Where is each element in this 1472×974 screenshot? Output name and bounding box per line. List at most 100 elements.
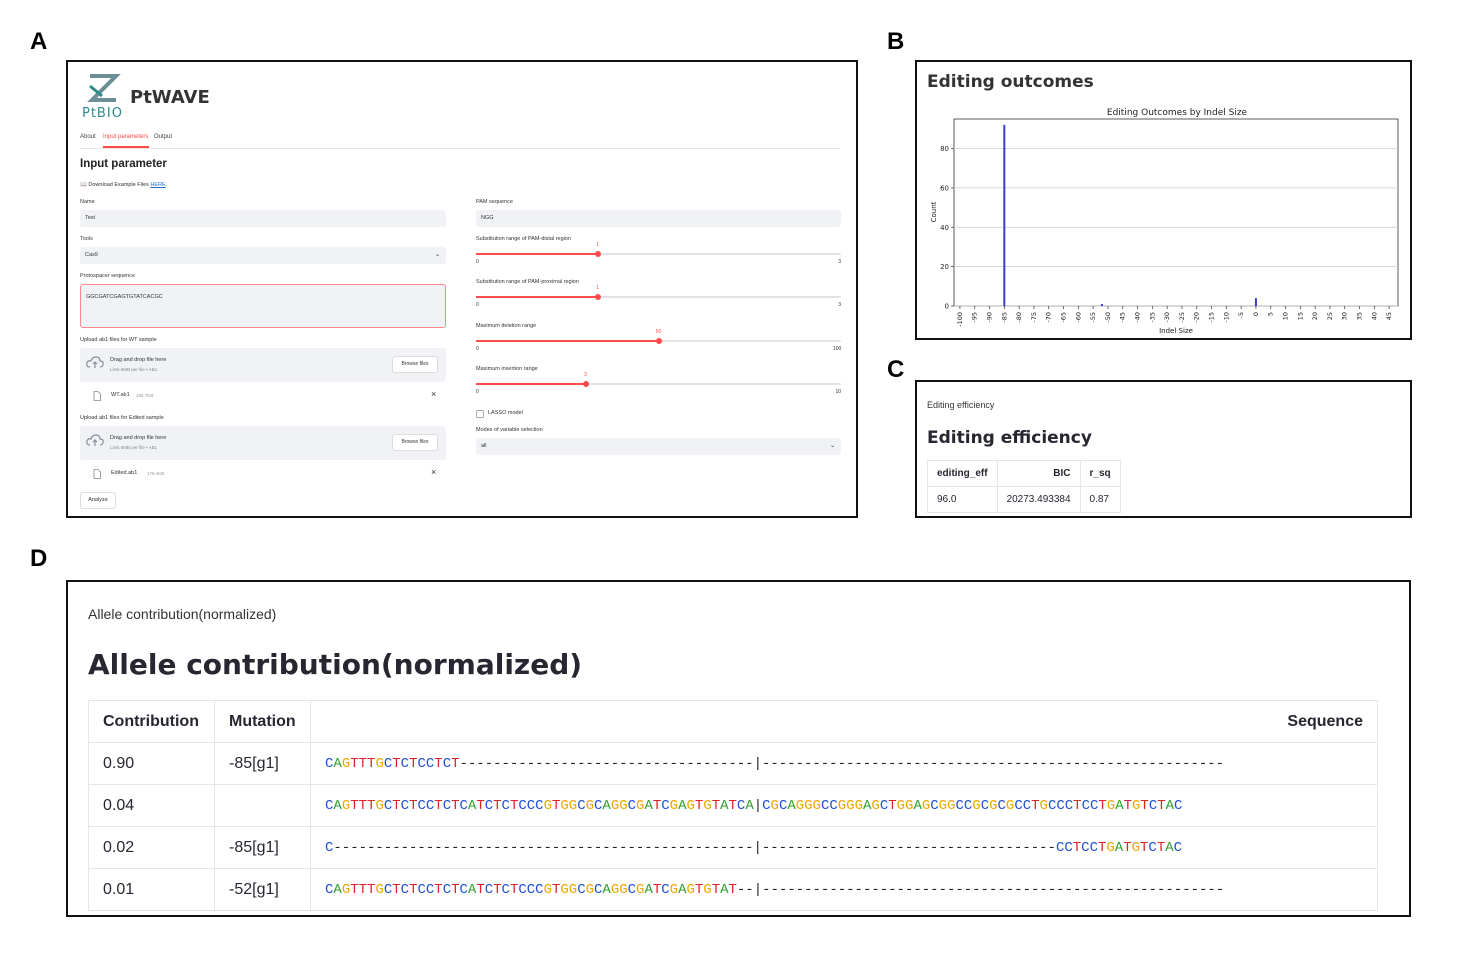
lasso-label: LASSO model xyxy=(488,410,523,416)
edited-file-size: 178.4KB xyxy=(147,471,165,476)
analyze-button[interactable]: Analyze xyxy=(80,492,116,509)
x-tick-label: -45 xyxy=(1119,312,1127,323)
slider-handle[interactable] xyxy=(655,338,662,344)
modes-select[interactable]: all ⌄ xyxy=(476,438,841,455)
chart-ylabel: Count xyxy=(930,201,938,222)
browse-files-edited-button[interactable]: Browse files xyxy=(392,434,438,451)
column-header-editing-eff: editing_eff xyxy=(927,460,998,487)
remove-wt-file-close-icon[interactable]: × xyxy=(431,389,437,399)
upload-wt-drag-text: Drag and drop file here xyxy=(110,357,167,363)
slider-fill xyxy=(476,383,586,385)
table-row: 0.02 -85[g1] C--------------------------… xyxy=(88,826,1378,869)
chevron-down-icon: ⌄ xyxy=(829,443,835,449)
allele-contribution-panel: Allele contribution(normalized) Allele c… xyxy=(66,580,1411,917)
download-suffix: . xyxy=(165,182,168,188)
slider-fill xyxy=(476,253,598,255)
slider-max-label: 3 xyxy=(838,259,841,265)
slider-label: Substitution range of PAM-proximal regio… xyxy=(476,279,579,285)
x-tick-label: -75 xyxy=(1030,312,1038,323)
x-tick-label: -95 xyxy=(971,312,979,323)
tab-input-parameters[interactable]: Input parameters xyxy=(103,134,149,140)
name-input[interactable]: Test xyxy=(80,210,446,227)
table-row: 0.90 -85[g1] CAGTTTGCTCTCCTCT-----------… xyxy=(88,742,1378,785)
slider-max-label: 100 xyxy=(833,346,842,352)
upload-edited-limit-text: Limit 5MB per file • AB1 xyxy=(110,445,158,450)
slider-fill xyxy=(476,296,598,298)
protospacer-label: Protospacer sequence xyxy=(80,273,136,279)
cloud-upload-icon xyxy=(86,356,104,368)
slider-label: Maximum deletion range xyxy=(476,323,537,329)
section-title: Input parameter xyxy=(80,158,167,170)
download-example-link[interactable]: HERE xyxy=(150,182,166,188)
y-tick-label: 40 xyxy=(940,224,949,232)
slider-value: 3 xyxy=(584,372,587,378)
protospacer-textarea[interactable]: GGCGATCGAGTGTATCACGC xyxy=(80,284,446,328)
contribution-cell: 0.01 xyxy=(88,868,215,911)
lasso-checkbox[interactable] xyxy=(476,410,484,418)
tab-about[interactable]: About xyxy=(80,134,96,140)
x-tick-label: -50 xyxy=(1104,312,1112,323)
modes-label: Modes of variable selection xyxy=(476,427,543,433)
mutation-cell xyxy=(214,784,311,827)
chart-plot-area xyxy=(953,118,1399,307)
x-tick-label: 35 xyxy=(1356,312,1364,320)
upload-wt-dropzone[interactable]: Drag and drop file here Limit 5MB per fi… xyxy=(80,348,446,382)
file-icon xyxy=(93,391,101,401)
y-tick-label: 20 xyxy=(940,263,949,271)
slider-handle[interactable] xyxy=(594,251,601,257)
x-tick-label: -5 xyxy=(1237,312,1245,318)
sequence-cell: C---------------------------------------… xyxy=(310,826,1378,869)
panel-label-a: A xyxy=(30,28,48,55)
table-header-row: editing_eff BIC r_sq xyxy=(927,460,1121,487)
slider-value: 1 xyxy=(596,285,600,291)
editing-efficiency-small-title: Editing efficiency xyxy=(927,400,995,410)
tools-select[interactable]: Cas9 ⌄ xyxy=(80,247,446,264)
x-tick-label: -20 xyxy=(1193,312,1201,323)
r-sq-value: 0.87 xyxy=(1079,486,1121,513)
upload-wt-limit-text: Limit 5MB per file • AB1 xyxy=(110,367,158,372)
y-tick-label: 80 xyxy=(940,145,949,153)
table-row: 0.04 CAGTTTGCTCTCCTCTCATCTCTCCCGTGGCGCAG… xyxy=(88,784,1378,827)
chart-bar xyxy=(1101,304,1103,306)
wt-file-size: 188.7KB xyxy=(136,393,154,398)
allele-title: Allele contribution(normalized) xyxy=(88,648,583,681)
x-tick-label: 30 xyxy=(1341,312,1349,320)
upload-edited-dropzone[interactable]: Drag and drop file here Limit 5MB per fi… xyxy=(80,426,446,460)
tools-label: Tools xyxy=(80,236,93,242)
column-header-contribution: Contribution xyxy=(88,700,215,743)
chevron-down-icon: ⌄ xyxy=(434,252,440,258)
app-title: PtWAVE xyxy=(130,87,210,108)
download-prefix: 📖 Download Example Files xyxy=(80,182,151,188)
pam-input[interactable]: NGG xyxy=(476,210,841,227)
range-slider[interactable]: 3 xyxy=(476,372,841,387)
y-tick-label: 60 xyxy=(940,184,949,192)
x-tick-label: 15 xyxy=(1296,312,1304,320)
x-tick-label: -70 xyxy=(1045,312,1053,323)
sequence-cell: CAGTTTGCTCTCCTCT------------------------… xyxy=(310,742,1378,785)
tab-output[interactable]: Output xyxy=(154,134,173,140)
allele-small-title: Allele contribution(normalized) xyxy=(88,606,277,622)
slider-min-label: 0 xyxy=(476,259,479,265)
range-slider[interactable]: 1 xyxy=(476,242,841,257)
remove-edited-file-close-icon[interactable]: × xyxy=(431,467,437,477)
editing-efficiency-panel: Editing efficiency Editing efficiency ed… xyxy=(915,380,1412,518)
mutation-cell: -85[g1] xyxy=(214,742,311,785)
tab-bar: About Input parameters Output xyxy=(80,132,840,149)
x-tick-label: 5 xyxy=(1267,312,1275,316)
sequence-cell: CAGTTTGCTCTCCTCTCATCTCTCCCGTGGCGCAGGCGAT… xyxy=(310,868,1378,911)
table-row: 0.01 -52[g1] CAGTTTGCTCTCCTCTCATCTCTCCCG… xyxy=(88,868,1378,911)
slider-handle[interactable] xyxy=(594,294,601,300)
browse-files-wt-button[interactable]: Browse files xyxy=(392,356,438,373)
slider-min-label: 0 xyxy=(476,346,479,352)
slider-label: Maximum insertion range xyxy=(476,366,538,372)
logo-text: PtBIO xyxy=(82,106,123,121)
chart-title: Editing Outcomes by Indel Size xyxy=(1107,108,1248,118)
x-tick-label: 0 xyxy=(1252,312,1260,316)
slider-value: 1 xyxy=(596,242,600,248)
range-slider[interactable]: 50 xyxy=(476,329,841,344)
column-header-mutation: Mutation xyxy=(214,700,311,743)
chart-bar xyxy=(1003,124,1006,306)
wt-file-name: WT.ab1 xyxy=(111,392,130,398)
range-slider[interactable]: 1 xyxy=(476,285,841,300)
slider-handle[interactable] xyxy=(582,381,589,387)
